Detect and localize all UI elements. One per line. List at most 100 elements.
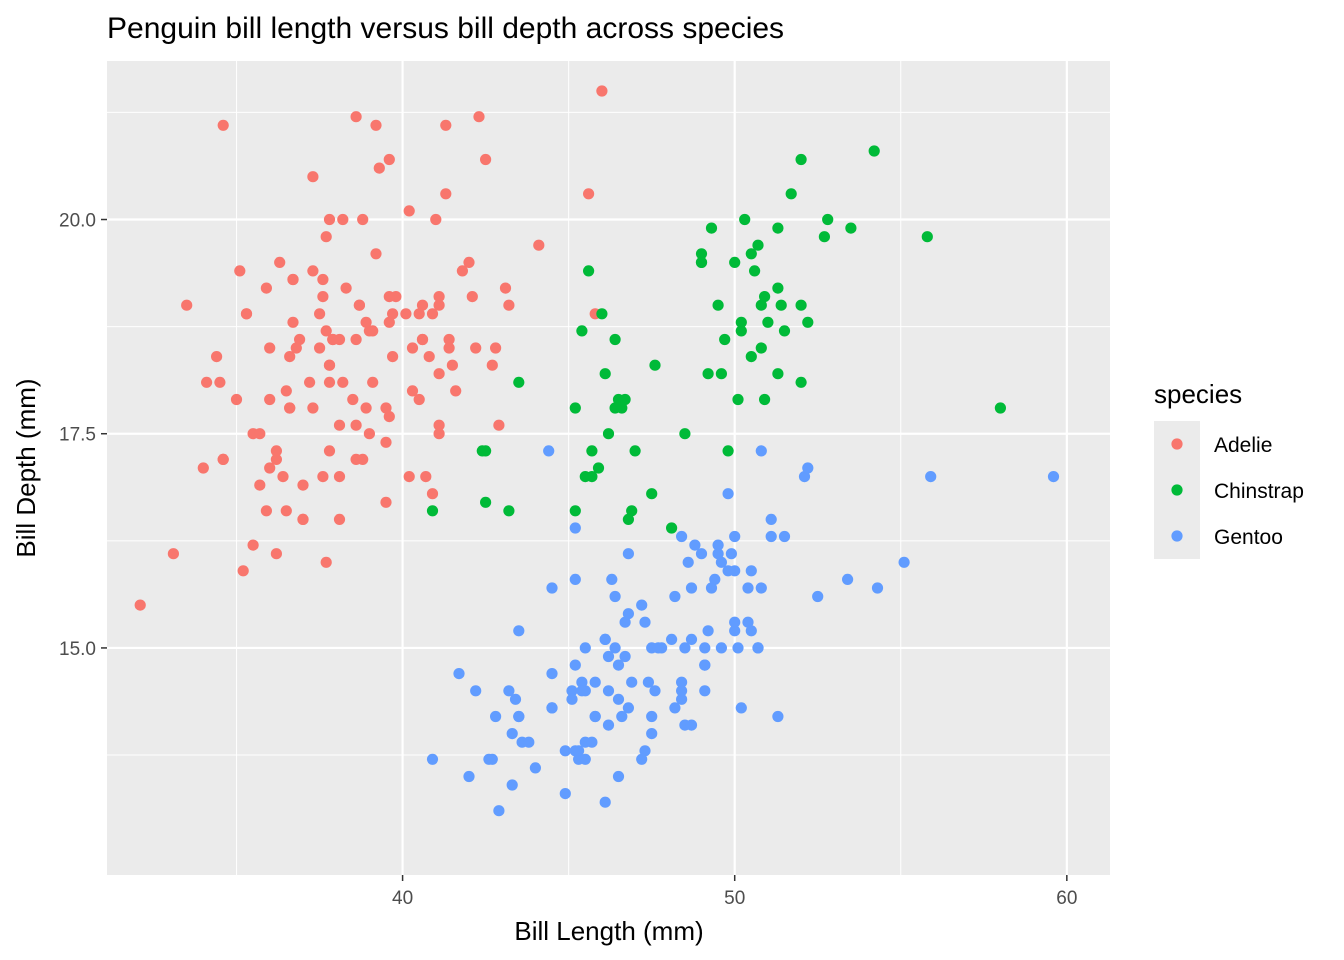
data-point-adelie <box>370 248 382 260</box>
data-point-chinstrap <box>583 265 595 277</box>
data-point-chinstrap <box>480 496 492 508</box>
data-point-chinstrap <box>679 428 691 440</box>
data-point-gentoo <box>676 685 688 697</box>
data-point-adelie <box>290 342 302 354</box>
data-point-gentoo <box>685 719 698 731</box>
data-point-gentoo <box>742 616 754 628</box>
data-point-adelie <box>360 316 372 328</box>
grid-minor <box>107 61 1110 875</box>
data-point-adelie <box>440 119 452 131</box>
data-point-adelie <box>380 436 392 448</box>
data-point-chinstrap <box>745 248 757 260</box>
data-point-gentoo <box>705 582 718 594</box>
data-point-gentoo <box>506 779 518 791</box>
data-point-gentoo <box>573 745 585 757</box>
data-point-gentoo <box>576 685 588 697</box>
data-point-gentoo <box>729 565 741 577</box>
data-point-gentoo <box>682 556 694 568</box>
data-point-adelie <box>433 419 445 431</box>
data-point-adelie <box>433 291 445 303</box>
legend-label-gentoo: Gentoo <box>1214 526 1283 549</box>
data-point-chinstrap <box>795 376 807 388</box>
data-point-adelie <box>317 471 329 483</box>
data-point-chinstrap <box>719 333 731 346</box>
x-axis-ticks: 40 50 60 <box>392 875 1077 909</box>
data-point-gentoo <box>453 668 465 680</box>
data-point-gentoo <box>722 488 734 500</box>
data-point-adelie <box>493 419 505 431</box>
data-point-gentoo <box>503 685 515 697</box>
data-point-adelie <box>214 376 226 388</box>
series-gentoo <box>426 445 1060 817</box>
data-point-adelie <box>217 119 229 131</box>
data-point-gentoo <box>569 522 581 534</box>
data-point-gentoo <box>566 693 578 705</box>
data-point-adelie <box>426 308 439 320</box>
data-point-adelie <box>297 513 309 526</box>
data-point-gentoo <box>725 548 738 560</box>
data-point-adelie <box>323 359 336 371</box>
data-point-chinstrap <box>729 256 741 268</box>
data-point-gentoo <box>569 573 581 586</box>
data-point-chinstrap <box>802 316 814 328</box>
data-point-gentoo <box>699 685 711 697</box>
data-point-adelie <box>284 402 296 414</box>
data-point-gentoo <box>569 659 581 671</box>
legend-label-chinstrap: Chinstrap <box>1214 480 1304 503</box>
data-point-adelie <box>433 368 445 380</box>
data-point-adelie <box>317 273 329 286</box>
data-point-gentoo <box>566 685 578 697</box>
data-point-adelie <box>340 282 352 294</box>
data-point-gentoo <box>543 445 555 457</box>
data-point-gentoo <box>546 668 558 680</box>
data-point-adelie <box>337 376 349 388</box>
data-point-gentoo <box>609 642 621 654</box>
data-point-gentoo <box>636 599 648 611</box>
data-point-chinstrap <box>868 145 880 157</box>
data-point-adelie <box>307 265 319 277</box>
data-point-adelie <box>416 299 429 311</box>
data-point-adelie <box>360 402 372 414</box>
x-axis-title: Bill Length (mm) <box>514 916 703 946</box>
data-point-adelie <box>499 282 512 294</box>
data-point-adelie <box>350 333 362 346</box>
data-point-adelie <box>413 308 425 320</box>
data-point-gentoo <box>1047 471 1060 483</box>
data-point-chinstrap <box>513 376 525 388</box>
data-point-adelie <box>181 299 193 311</box>
data-point-chinstrap <box>745 351 757 363</box>
data-point-gentoo <box>639 745 651 757</box>
data-point-adelie <box>433 299 445 311</box>
data-point-adelie <box>403 205 415 217</box>
data-point-chinstrap <box>921 231 933 243</box>
data-point-adelie <box>413 393 425 406</box>
data-point-gentoo <box>729 616 741 628</box>
data-point-adelie <box>373 162 385 174</box>
data-point-gentoo <box>712 539 724 551</box>
data-point-chinstrap <box>609 333 621 346</box>
series-chinstrap <box>426 145 1007 534</box>
data-point-adelie <box>420 471 432 483</box>
data-point-gentoo <box>513 625 525 637</box>
data-point-gentoo <box>576 676 588 688</box>
data-point-gentoo <box>679 642 691 654</box>
data-point-chinstrap <box>569 505 581 517</box>
data-point-adelie <box>456 265 468 277</box>
data-point-adelie <box>347 393 359 406</box>
data-point-gentoo <box>602 719 615 731</box>
data-point-gentoo <box>426 753 439 765</box>
data-point-adelie <box>274 256 286 268</box>
data-point-adelie <box>134 599 146 611</box>
data-point-adelie <box>387 308 399 320</box>
data-point-chinstrap <box>695 248 708 260</box>
data-point-gentoo <box>602 685 615 697</box>
data-point-adelie <box>240 308 253 320</box>
data-point-gentoo <box>616 710 628 723</box>
data-point-chinstrap <box>712 299 724 311</box>
data-point-adelie <box>270 445 282 457</box>
data-point-gentoo <box>745 625 757 637</box>
data-point-gentoo <box>689 539 701 551</box>
data-point-adelie <box>323 213 336 226</box>
data-point-adelie <box>237 565 249 577</box>
